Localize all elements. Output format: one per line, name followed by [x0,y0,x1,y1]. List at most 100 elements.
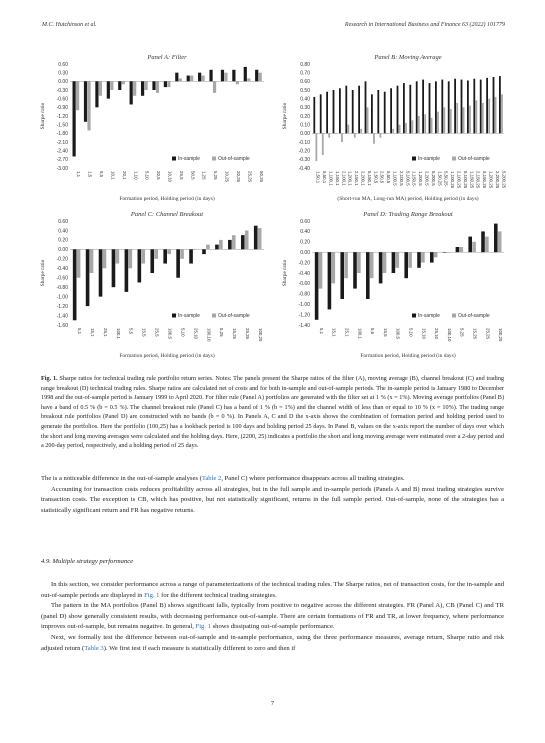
table-2-link[interactable]: Table 2 [201,475,222,482]
x-axis-label: (Short-run MA, Long-run MA) period, Hold… [337,195,478,202]
y-tick-label: -2.10 [57,140,69,146]
bar-in-sample [111,249,116,288]
bar-out-of-sample [258,72,262,82]
x-tick-label: 5,100,5 [405,171,410,186]
x-tick-label: 2,200,1 [361,171,366,186]
x-tick-label: 10,1 [110,171,115,180]
x-tick-label: 2,100,1 [341,171,346,186]
bar-in-sample [240,235,245,250]
bar-in-sample [455,247,460,253]
y-tick-label: -1.50 [57,122,69,128]
legend-swatch-in-sample [412,313,416,318]
bar-out-of-sample [494,96,497,134]
x-tick-label: 5,10 [180,328,185,337]
bar-out-of-sample [178,78,182,82]
bar-in-sample [351,90,354,134]
x-tick-label: 15,1 [332,328,337,337]
y-tick-label: 0.40 [300,96,310,102]
legend-swatch-in-sample [172,313,176,318]
bar-in-sample [353,252,357,289]
bar-in-sample [340,252,344,299]
x-tick-label: 25,25 [247,171,252,183]
bar-in-sample [417,252,421,268]
bar-out-of-sample [360,129,363,134]
bar-out-of-sample [369,252,374,279]
y-tick-label: -0.60 [57,96,69,102]
section-heading: 4.9. Multiple strategy performance [41,558,134,565]
bar-out-of-sample [408,252,412,268]
bar-in-sample [314,252,319,320]
bar-out-of-sample [206,244,210,250]
y-tick-label: -1.40 [299,323,311,329]
x-tick-label: 25,5 [155,328,160,337]
legend-label-in-sample: In-sample [178,313,200,319]
bar-out-of-sample [437,111,439,134]
chart-svg: Panel D: Trading Range Breakout 0.60 0.40 0… [282,211,504,359]
x-tick-label: 1,25 [202,171,207,180]
chart-title: Panel B: Moving Average [373,54,441,61]
y-axis-label: Sharpe ratio [40,259,46,286]
running-header-journal: Research in International Business and F… [344,22,505,28]
fig-1-link[interactable]: Fig. 1 [195,623,211,631]
bar-out-of-sample [497,231,502,253]
y-tick-label: -0.10 [299,140,311,146]
bar-out-of-sample [405,122,407,134]
y-tick-label: -0.30 [299,157,311,163]
x-tick-label: 1,200,1 [348,171,353,186]
legend-label-out-of-sample: Out-of-sample [458,156,490,162]
caption-text: Sharpe ratios for technical trading rule… [41,375,505,450]
bar-out-of-sample [257,228,262,250]
y-tick-label: -1.20 [57,114,69,120]
x-tick-label: 2,100,5 [399,171,404,186]
fig-1-link[interactable]: Fig. 1 [144,591,160,599]
y-tick-label: 0.80 [300,62,310,68]
bar-out-of-sample [341,133,343,142]
bar-out-of-sample [398,124,401,134]
x-tick-label: 1,150,5 [412,171,417,186]
chart-title: Panel A: Filter [146,54,187,61]
bar-out-of-sample [89,249,94,273]
bar-out-of-sample [128,249,133,269]
bar-in-sample [202,249,206,255]
x-tick-label: 5,25 [213,171,218,180]
y-tick-label: 0.30 [300,105,310,111]
bar-in-sample [253,225,258,250]
y-tick-label: -0.20 [57,257,69,263]
y-tick-label: 0.00 [58,79,68,85]
bar-out-of-sample [154,249,158,259]
bar-in-sample [499,76,501,134]
y-tick-label: 0.40 [58,228,68,234]
bar-out-of-sample [433,252,438,258]
x-tick-label: 100,5 [396,328,401,340]
legend-swatch-out-of-sample [212,156,216,161]
x-tick-label: 20,25 [236,171,241,183]
bar-in-sample [441,79,444,134]
y-tick-label: 0.00 [300,250,310,256]
bar-out-of-sample [167,81,171,88]
bar-in-sample [345,85,348,134]
x-tick-label: 100,10 [447,328,452,342]
bar-in-sample [460,79,463,134]
bar-out-of-sample [212,81,217,93]
bar-out-of-sample [247,78,251,82]
bar-in-sample [163,249,167,264]
y-axis-label: Sharpe ratio [40,102,46,129]
legend-label-out-of-sample: Out-of-sample [458,313,490,319]
bar-out-of-sample [411,120,414,134]
bar-out-of-sample [133,81,137,96]
x-tick-label: 5,5 [99,171,104,178]
y-tick-label: -1.20 [57,304,69,310]
chart-panel-b-moving-average: Panel B: Moving Average 0.80 0.70 0.60 0.50 0… [280,50,508,202]
bar-in-sample [176,249,180,278]
bar-out-of-sample [353,133,356,138]
x-tick-label: 100,10 [206,328,211,342]
x-axis-label: Formation period, Holding period (in day… [119,195,214,202]
x-tick-label: 5,200,25 [501,171,506,189]
bar-out-of-sample [347,124,350,134]
paragraph: In this section, we consider performance… [41,581,504,599]
x-tick-label: 25,1 [103,328,108,337]
x-tick-label: 10,25 [225,171,230,183]
bar-in-sample [313,96,316,134]
table-3-link[interactable]: Table 3 [84,644,104,652]
bar-in-sample [378,252,383,284]
